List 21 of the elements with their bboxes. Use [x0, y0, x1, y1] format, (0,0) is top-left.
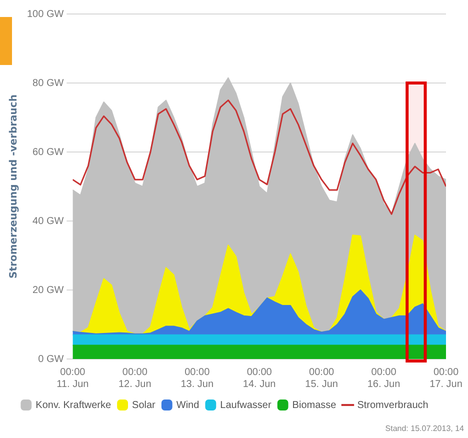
y-tick-label: 0 GW — [38, 354, 64, 365]
legend-label: Wind — [176, 400, 200, 411]
y-tick-label: 100 GW — [26, 8, 64, 20]
x-tick-label: 00:00 12. Jun — [118, 366, 152, 390]
y-axis-title: Stromerzeugung und -verbrauch — [8, 94, 20, 278]
x-tick-label: 00:00 16. Jun — [367, 366, 400, 390]
x-tick-label: 00:00 11. Jun — [56, 366, 89, 390]
x-tick-label: 00:00 17. Jun — [430, 366, 462, 390]
y-tick-label: 20 GW — [32, 284, 64, 296]
legend-label: Stromverbrauch — [357, 400, 428, 411]
legend-label: Solar — [132, 400, 156, 411]
legend-label: Konv. Kraftwerke — [36, 400, 112, 411]
y-tick-label: 80 GW — [32, 78, 64, 89]
legend-label: Biomasse — [292, 400, 337, 411]
x-tick-label: 00:00 14. Jun — [242, 366, 276, 390]
y-tick-label: 40 GW — [32, 216, 64, 227]
text: Stand: 15.07.2013, 14 — [385, 424, 464, 433]
x-tick-label: 00:00 13. Jun — [180, 366, 214, 390]
x-tick-label: 00:00 15. Jun — [305, 366, 338, 390]
legend-label: Laufwasser — [220, 400, 272, 411]
y-tick-label: 60 GW — [32, 146, 64, 158]
